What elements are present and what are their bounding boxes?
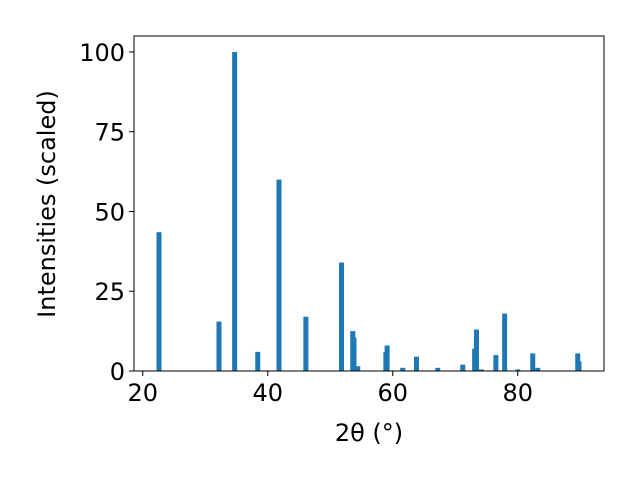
y-tick-label: 100 — [79, 39, 125, 67]
y-tick-label: 25 — [94, 278, 125, 306]
bar — [414, 356, 419, 371]
bar — [303, 316, 309, 371]
bar — [232, 51, 238, 371]
x-tick-label: 80 — [502, 379, 533, 407]
bar — [493, 355, 499, 371]
bar — [384, 345, 390, 371]
bar — [216, 321, 222, 371]
bar — [502, 313, 508, 371]
x-tick-label: 40 — [252, 379, 283, 407]
y-tick-label: 75 — [94, 119, 125, 147]
y-tick-label: 0 — [110, 358, 125, 386]
bar — [276, 179, 282, 371]
y-axis-label: Intensities (scaled) — [33, 90, 61, 318]
bar — [156, 232, 162, 371]
bar — [530, 353, 536, 371]
bar — [474, 329, 479, 371]
bar — [355, 366, 361, 371]
bar — [339, 262, 344, 371]
bar — [515, 369, 521, 371]
bar — [435, 367, 441, 371]
x-axis-label: 2θ (°) — [335, 419, 403, 447]
x-tick-label: 20 — [127, 379, 158, 407]
bar — [351, 337, 357, 371]
plot-frame — [133, 35, 605, 372]
bar — [255, 351, 261, 371]
bar — [479, 369, 484, 371]
bar — [460, 364, 466, 371]
x-tick-label: 60 — [377, 379, 408, 407]
bar — [576, 361, 582, 371]
bar — [535, 367, 541, 371]
y-tick-label: 50 — [94, 198, 125, 226]
bar — [400, 367, 406, 371]
